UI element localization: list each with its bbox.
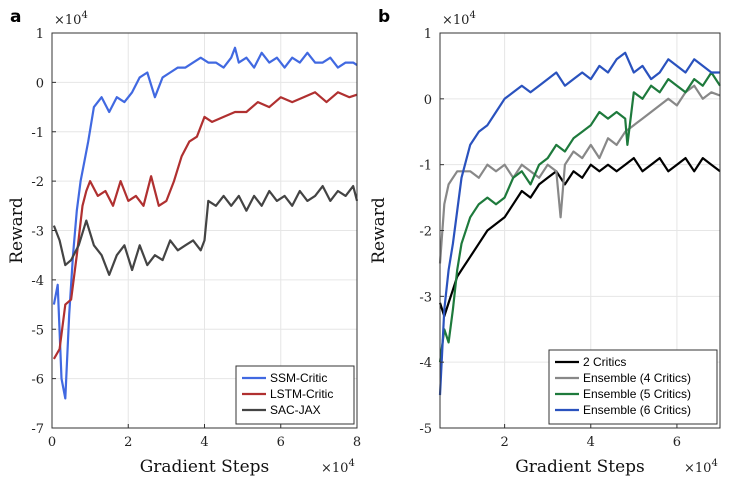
series-line-ensemble-6-critics- [438,51,720,396]
legend-entry: LSTM-Critic [270,387,333,401]
panel-a: 1 0 -1 -2 -3 -4 -5 -6 -7 0 2 4 6 8 ×104 ×104 Gradient St… [7,7,361,477]
series-line-lstm-critic [52,91,358,360]
y-tick-label: 1 [424,27,432,42]
series-line-2-critics [438,157,721,318]
y-tick-label: -2 [419,225,432,240]
y-tick-label: -4 [31,274,44,289]
x-tick-label: 6 [277,435,285,450]
x-tick-label: 4 [200,435,208,450]
x-tick-label: 4 [587,435,595,450]
y-tick-label: -2 [31,175,44,190]
legend-entry: Ensemble (6 Critics) [583,403,691,417]
x-tick-label: 8 [353,435,361,450]
x-axis-multiplier: ×104 [321,458,355,476]
x-tick-label: 2 [124,435,132,450]
y-tick-label: -5 [31,323,44,338]
legend-entry: Ensemble (5 Critics) [583,387,691,401]
y-tick-label: -3 [419,290,432,305]
y-axis-multiplier: ×104 [442,10,476,28]
legend-entry: SAC-JAX [270,403,321,417]
legend: SSM-Critic LSTM-Critic SAC-JAX [235,365,355,425]
series-line-sac-jax [52,185,359,276]
panel-label: a [10,7,21,27]
x-tick-label: 0 [48,435,56,450]
panel-label: b [378,7,390,27]
x-axis-multiplier: ×104 [684,458,718,476]
y-tick-label: 1 [36,27,44,42]
y-axis-label: Reward [7,197,27,264]
y-tick-label: 0 [424,93,432,108]
x-tick-label: 2 [500,435,508,450]
y-tick-label: -7 [31,422,44,437]
y-tick-label: -4 [419,356,432,371]
legend-entry: Ensemble (4 Critics) [583,371,691,385]
y-tick-label: 0 [36,76,44,91]
legend-entry: 2 Critics [583,355,626,369]
y-tick-label: -1 [31,126,44,141]
legend: 2 Critics Ensemble (4 Critics) Ensemble (5… [548,349,718,425]
y-axis-multiplier: ×104 [54,10,88,28]
x-tick-label: 6 [673,435,681,450]
y-tick-label: -6 [31,373,44,388]
y-tick-label: -5 [419,422,432,437]
x-axis-label: Gradient Steps [515,457,645,477]
series-line-ssm-critic [52,46,358,400]
y-tick-label: -3 [31,225,44,240]
y-tick-label: -1 [419,159,432,174]
series-line-ensemble-5-critics- [438,71,721,363]
y-axis-label: Reward [369,197,389,264]
x-axis-label: Gradient Steps [140,457,270,477]
legend-entry: SSM-Critic [270,371,327,385]
series-line-ensemble-4-critics- [438,84,721,264]
